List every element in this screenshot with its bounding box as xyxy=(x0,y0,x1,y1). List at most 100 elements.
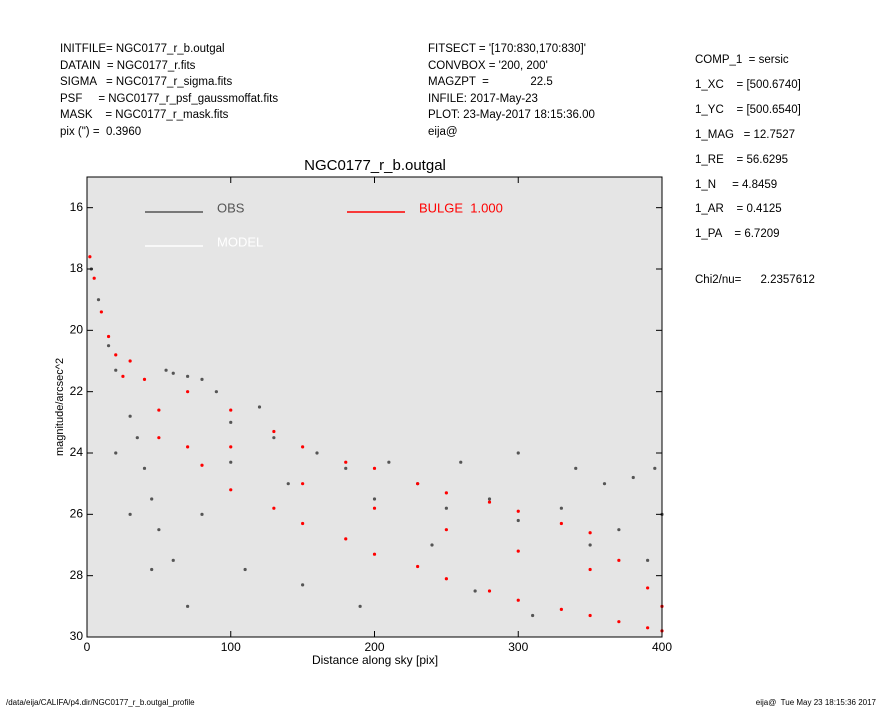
header-line: 1_YC = [500.6540] xyxy=(695,103,801,116)
y-tick-label: 30 xyxy=(70,629,84,643)
data-point xyxy=(588,543,592,547)
header-line: CONVBOX = '200, 200' xyxy=(428,59,548,72)
header-line: 1_RE = 56.6295 xyxy=(695,153,789,166)
y-tick-label: 18 xyxy=(70,261,84,275)
header-line: PSF = NGC0177_r_psf_gaussmoffat.fits xyxy=(60,92,279,105)
data-point xyxy=(99,310,103,314)
data-point xyxy=(128,512,132,516)
data-point xyxy=(631,475,635,480)
data-point xyxy=(301,521,305,526)
data-point xyxy=(516,509,520,513)
data-point xyxy=(444,528,448,532)
data-point xyxy=(602,482,607,486)
data-point xyxy=(114,353,118,357)
data-point xyxy=(214,390,218,394)
data-point xyxy=(200,463,204,467)
data-point xyxy=(444,506,448,510)
header-line: DATAIN = NGC0177_r.fits xyxy=(60,59,196,72)
header-line: eija@ xyxy=(428,125,458,138)
y-tick-label: 22 xyxy=(70,384,84,398)
data-point xyxy=(487,589,492,593)
data-point xyxy=(114,368,118,372)
data-point xyxy=(344,537,348,541)
data-point xyxy=(243,567,247,572)
data-point xyxy=(88,255,92,259)
data-point xyxy=(646,586,650,590)
data-point xyxy=(186,445,190,449)
y-tick-label: 28 xyxy=(70,568,84,582)
data-point xyxy=(186,374,190,378)
data-point xyxy=(617,528,621,532)
data-point xyxy=(229,408,233,412)
data-point xyxy=(487,497,492,501)
data-point xyxy=(344,460,348,464)
data-point xyxy=(559,607,563,612)
data-point xyxy=(128,359,132,363)
chart-title: NGC0177_r_b.outgal xyxy=(304,157,446,174)
data-point xyxy=(286,482,290,486)
header-line: INITFILE= NGC0177_r_b.outgal xyxy=(60,43,225,55)
header-line: MAGZPT = 22.5 xyxy=(428,76,553,89)
data-point xyxy=(229,445,233,449)
data-point xyxy=(186,390,190,394)
header-line: 1_XC = [500.6740] xyxy=(695,78,801,91)
data-point xyxy=(574,466,578,470)
data-point xyxy=(387,460,391,464)
x-tick-label: 400 xyxy=(652,640,672,654)
x-tick-label: 300 xyxy=(508,640,528,654)
data-point xyxy=(96,298,101,302)
data-point xyxy=(617,620,621,624)
data-point xyxy=(171,558,175,562)
x-axis-label: Distance along sky [pix] xyxy=(312,653,438,667)
data-point xyxy=(92,276,96,280)
header-line: 1_MAG = 12.7527 xyxy=(695,128,796,141)
data-point xyxy=(358,604,362,608)
y-tick-label: 16 xyxy=(70,200,84,214)
data-point xyxy=(372,497,377,501)
data-point xyxy=(135,436,139,440)
footer-right: eija@ Tue May 23 18:15:36 2017 xyxy=(755,698,876,707)
header-line: 1_AR = 0.4125 xyxy=(695,203,782,216)
header-line: FITSECT = '[170:830,170:830]' xyxy=(428,43,586,55)
data-point xyxy=(516,598,520,602)
legend-label: OBS xyxy=(217,200,245,215)
plot-area xyxy=(87,177,662,637)
data-point xyxy=(301,583,305,587)
header-middle: FITSECT = '[170:830,170:830]' CONVBOX = '… xyxy=(428,41,595,141)
data-point xyxy=(150,567,154,572)
data-point xyxy=(171,371,175,375)
data-point xyxy=(157,408,161,412)
data-point xyxy=(229,488,233,492)
data-point xyxy=(588,531,592,535)
data-point xyxy=(653,466,657,470)
data-point xyxy=(487,500,492,504)
data-point xyxy=(121,374,125,378)
x-tick-label: 200 xyxy=(364,640,384,654)
header-line: SIGMA = NGC0177_r_sigma.fits xyxy=(60,76,233,89)
header-line: PLOT: 23-May-2017 18:15:36.00 xyxy=(428,109,595,122)
data-point xyxy=(516,549,520,553)
data-point xyxy=(272,436,276,440)
data-point xyxy=(459,460,463,464)
data-point xyxy=(200,377,204,381)
data-point xyxy=(301,482,305,486)
x-tick-label: 100 xyxy=(221,640,241,654)
data-point xyxy=(229,420,233,424)
data-point xyxy=(157,436,161,440)
data-point xyxy=(416,482,420,486)
header-line: pix (") = 0.3960 xyxy=(60,125,142,138)
data-point xyxy=(372,466,377,470)
data-point xyxy=(516,451,520,455)
data-point xyxy=(372,506,377,510)
data-point xyxy=(473,589,477,593)
data-point xyxy=(315,451,319,455)
data-point xyxy=(301,445,305,449)
data-point xyxy=(646,558,650,562)
data-point xyxy=(272,429,276,434)
data-point xyxy=(164,368,168,372)
data-point xyxy=(142,377,147,381)
header-line: COMP_1 = sersic xyxy=(695,54,789,66)
chi2: Chi2/nu= 2.2357612 xyxy=(695,274,815,286)
